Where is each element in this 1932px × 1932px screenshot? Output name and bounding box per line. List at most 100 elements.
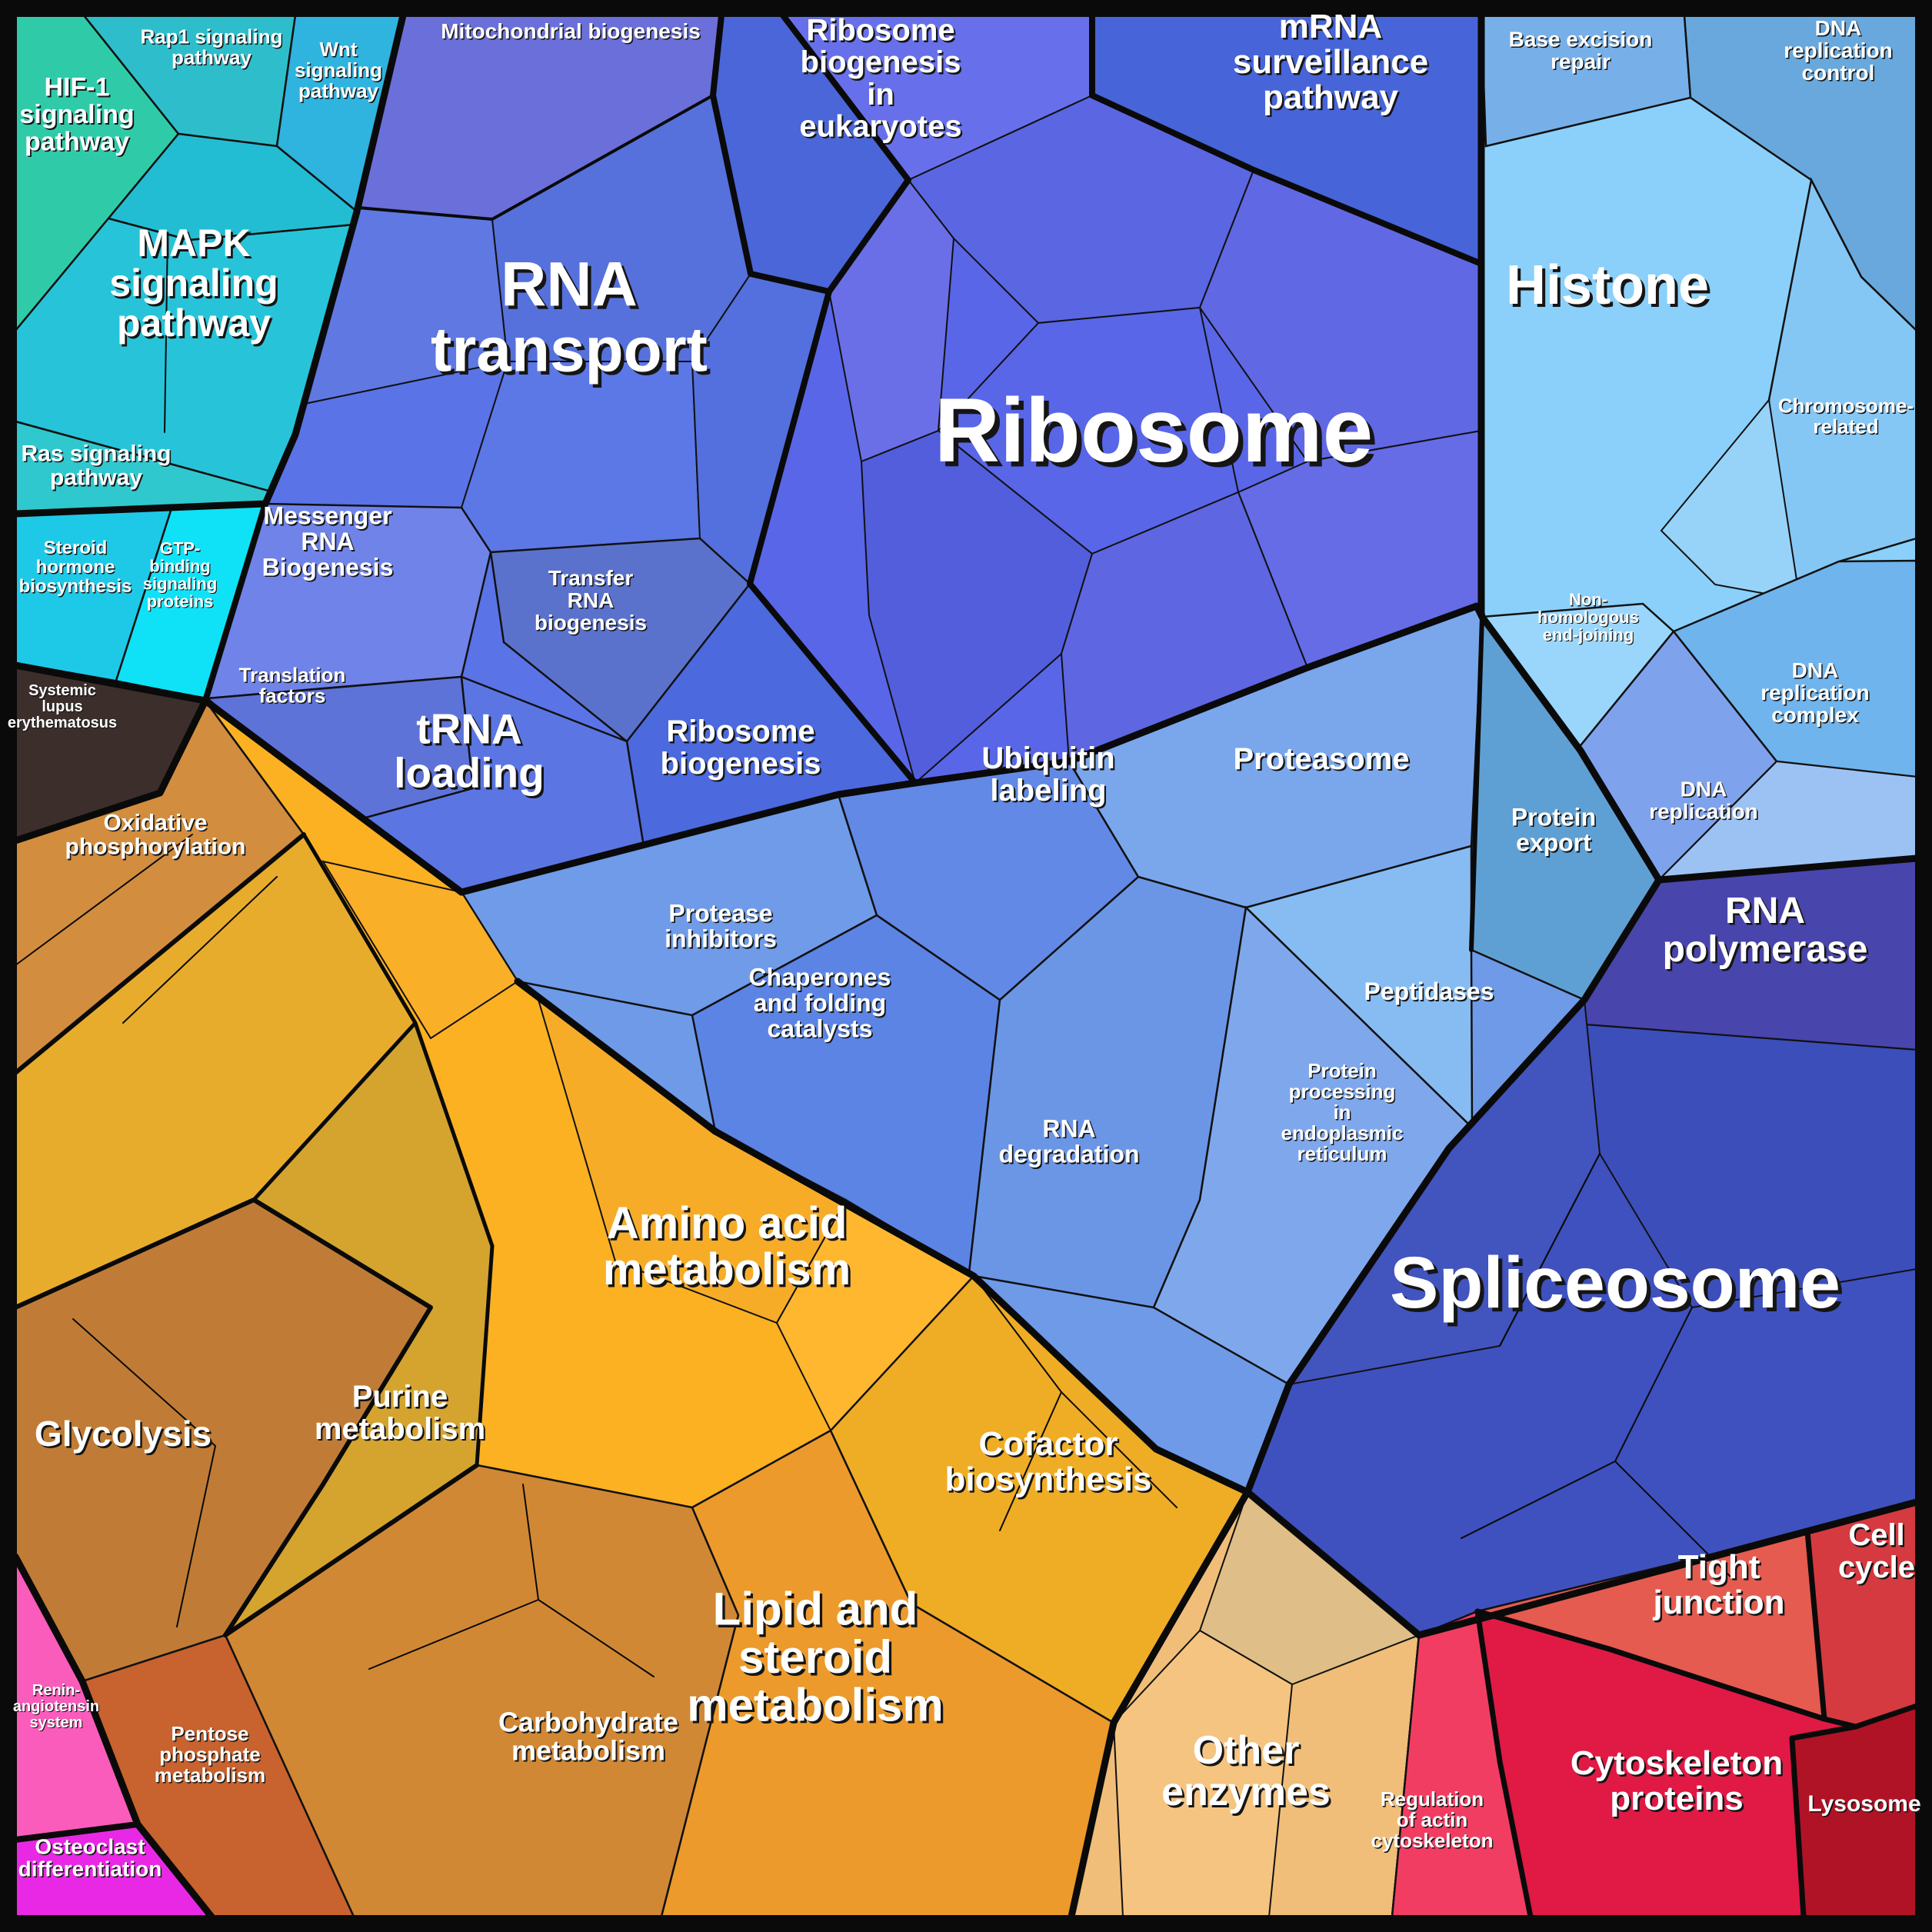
svg-text:Histone: Histone [1506,255,1709,316]
svg-text:Ribosome: Ribosome [934,380,1373,481]
svg-text:Proteasome: Proteasome [1235,744,1411,778]
svg-text:Chromosome-related: Chromosome-related [1779,395,1914,439]
svg-text:Proteasome: Proteasome [1234,742,1410,776]
svg-text:Lysosome: Lysosome [1807,1791,1920,1817]
svg-text:Glycolysis: Glycolysis [36,1416,213,1456]
svg-text:Peptidases: Peptidases [1365,979,1495,1007]
svg-text:Histone: Histone [1509,258,1712,319]
svg-text:Glycolysis: Glycolysis [35,1414,212,1454]
svg-text:Peptidases: Peptidases [1364,978,1494,1005]
svg-text:Lysosome: Lysosome [1809,1793,1922,1818]
svg-text:Mitochondrial biogenesis: Mitochondrial biogenesis [442,21,702,45]
svg-text:Mitochondrial biogenesis: Mitochondrial biogenesis [441,19,701,43]
svg-text:Chromosome-related: Chromosome-related [1778,394,1914,438]
svg-text:Spliceosome: Spliceosome [1394,1246,1844,1327]
